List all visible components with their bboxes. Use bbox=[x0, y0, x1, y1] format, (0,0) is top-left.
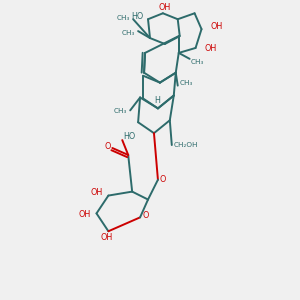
Text: OH: OH bbox=[158, 3, 170, 12]
Text: OH: OH bbox=[210, 22, 223, 31]
Text: O: O bbox=[105, 142, 111, 151]
Text: OH: OH bbox=[90, 188, 102, 197]
Text: O: O bbox=[159, 175, 166, 184]
Text: OH: OH bbox=[78, 210, 91, 219]
Text: CH₃: CH₃ bbox=[116, 15, 130, 21]
Text: CH₃: CH₃ bbox=[113, 108, 127, 114]
Text: HO: HO bbox=[124, 132, 136, 141]
Text: OH: OH bbox=[205, 44, 217, 53]
Text: CH₃: CH₃ bbox=[191, 59, 205, 65]
Text: CH₂OH: CH₂OH bbox=[173, 142, 198, 148]
Text: HO: HO bbox=[131, 12, 144, 21]
Text: OH: OH bbox=[101, 233, 113, 242]
Text: O: O bbox=[142, 212, 148, 220]
Text: CH₃: CH₃ bbox=[121, 30, 134, 36]
Text: CH₃: CH₃ bbox=[179, 80, 193, 86]
Text: H: H bbox=[154, 96, 160, 105]
